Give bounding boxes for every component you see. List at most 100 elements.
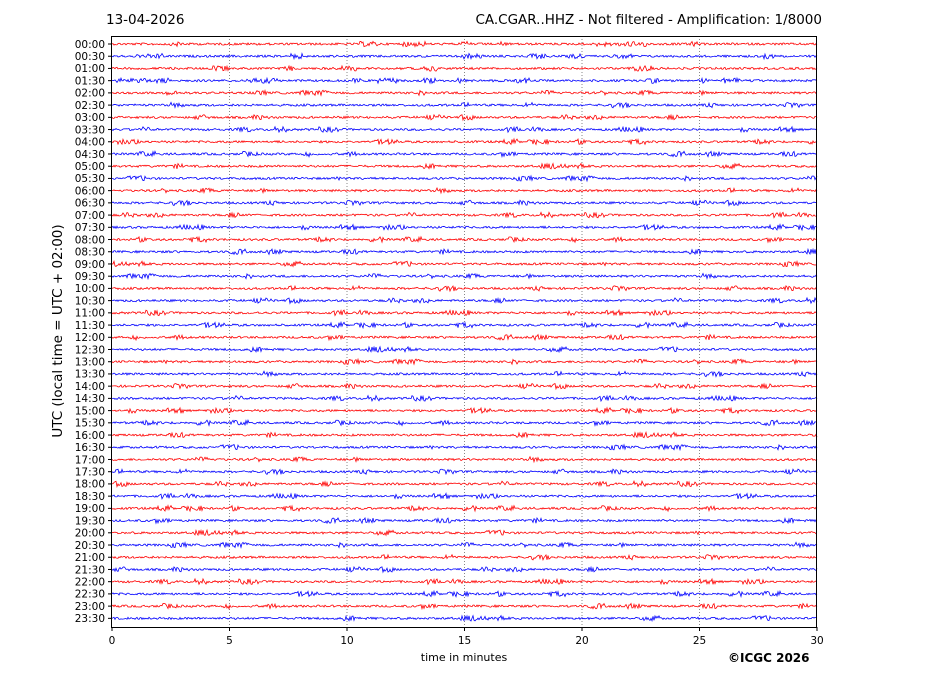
seismic-trace <box>111 492 818 500</box>
seismic-trace <box>111 468 818 476</box>
y-tick-label: 13:30 <box>75 369 105 381</box>
x-tick-label: 15 <box>458 635 471 647</box>
y-tick-label: 03:00 <box>75 112 105 124</box>
y-tick-label: 00:30 <box>75 51 105 63</box>
x-tick-label: 30 <box>810 635 823 647</box>
seismic-trace <box>111 480 818 488</box>
y-tick-label: 11:00 <box>75 308 105 320</box>
y-tick-label: 19:30 <box>75 515 105 527</box>
seismic-trace <box>111 52 818 61</box>
y-tick-label: 05:30 <box>75 173 105 185</box>
seismic-trace <box>111 406 818 415</box>
seismic-trace <box>111 528 818 537</box>
y-tick-label: 04:00 <box>75 137 105 149</box>
seismic-trace <box>111 541 818 549</box>
y-tick-label: 07:30 <box>75 222 105 234</box>
y-tick-label: 23:30 <box>75 613 105 625</box>
seismic-trace <box>111 272 818 281</box>
seismic-trace <box>111 137 818 146</box>
x-tick-label: 0 <box>109 635 116 647</box>
copyright-text: ©ICGC 2026 <box>728 651 810 665</box>
seismic-trace <box>111 150 818 158</box>
vertical-gridlines <box>229 36 700 627</box>
seismic-trace <box>111 113 818 122</box>
y-tick-label: 08:30 <box>75 247 105 259</box>
x-tick-label: 5 <box>226 635 233 647</box>
seismic-trace <box>111 199 818 207</box>
seismic-trace <box>111 64 818 72</box>
seismic-trace <box>111 418 818 427</box>
seismic-trace <box>111 577 818 586</box>
seismic-trace <box>111 504 818 513</box>
seismic-trace <box>111 443 818 452</box>
y-tick-label: 16:30 <box>75 442 105 454</box>
seismic-trace <box>111 553 818 562</box>
x-tick-label: 10 <box>340 635 353 647</box>
seismic-trace <box>111 223 818 232</box>
y-tick-label: 22:30 <box>75 589 105 601</box>
y-tick-label: 01:00 <box>75 63 105 75</box>
y-tick-label: 21:30 <box>75 564 105 576</box>
seismic-trace <box>111 308 818 317</box>
y-tick-label: 12:00 <box>75 332 105 344</box>
y-tick-label: 06:30 <box>75 198 105 210</box>
y-tick-label: 20:30 <box>75 540 105 552</box>
seismic-traces <box>111 40 818 623</box>
header-date: 13-04-2026 <box>106 12 185 28</box>
seismic-trace <box>111 455 818 464</box>
seismic-trace <box>111 602 818 611</box>
y-tick-label: 02:00 <box>75 88 105 100</box>
seismic-trace <box>111 40 818 48</box>
y-tick-label: 09:30 <box>75 271 105 283</box>
seismic-trace <box>111 211 818 219</box>
y-tick-label: 11:30 <box>75 320 105 332</box>
y-tick-label: 21:00 <box>75 552 105 564</box>
y-tick-label: 05:00 <box>75 161 105 173</box>
seismic-trace <box>111 516 818 525</box>
y-tick-label: 13:00 <box>75 357 105 369</box>
seismic-trace <box>111 186 818 195</box>
y-tick-label: 20:00 <box>75 528 105 540</box>
seismic-trace <box>111 162 818 170</box>
y-tick-label: 03:30 <box>75 124 105 136</box>
y-axis-label: UTC (local time = UTC + 02:00) <box>50 224 66 438</box>
seismic-trace <box>111 333 818 342</box>
seismic-trace <box>111 174 818 183</box>
seismic-trace <box>111 296 818 305</box>
seismic-trace <box>111 370 818 378</box>
seismic-trace <box>111 101 818 109</box>
plot-frame <box>111 36 817 628</box>
seismic-trace <box>111 565 818 574</box>
y-tick-label: 15:30 <box>75 418 105 430</box>
y-tick-label: 16:00 <box>75 430 105 442</box>
y-axis-ticks: 00:0000:3001:0001:3002:0002:3003:0003:30… <box>75 39 112 625</box>
y-tick-label: 17:30 <box>75 467 105 479</box>
y-tick-label: 14:30 <box>75 393 105 405</box>
y-tick-label: 01:30 <box>75 75 105 87</box>
y-tick-label: 18:30 <box>75 491 105 503</box>
seismic-trace <box>111 76 818 85</box>
seismic-trace <box>111 345 818 354</box>
y-tick-label: 18:00 <box>75 479 105 491</box>
y-tick-label: 09:00 <box>75 259 105 271</box>
seismic-trace <box>111 431 818 439</box>
seismic-trace <box>111 235 818 244</box>
y-tick-label: 19:00 <box>75 503 105 515</box>
seismic-trace <box>111 247 818 256</box>
y-tick-label: 07:00 <box>75 210 105 222</box>
y-tick-label: 14:00 <box>75 381 105 393</box>
seismic-trace <box>111 589 818 598</box>
header-station-title: CA.CGAR..HHZ - Not filtered - Amplificat… <box>475 12 822 28</box>
y-tick-label: 22:00 <box>75 576 105 588</box>
seismic-trace <box>111 259 818 268</box>
y-tick-label: 23:00 <box>75 601 105 613</box>
y-tick-label: 02:30 <box>75 100 105 112</box>
y-tick-label: 06:00 <box>75 185 105 197</box>
seismic-trace <box>111 284 818 293</box>
y-tick-label: 00:00 <box>75 39 105 51</box>
y-tick-label: 10:00 <box>75 283 105 295</box>
y-tick-label: 08:00 <box>75 234 105 246</box>
seismic-trace <box>111 357 818 366</box>
seismic-trace <box>111 125 818 134</box>
